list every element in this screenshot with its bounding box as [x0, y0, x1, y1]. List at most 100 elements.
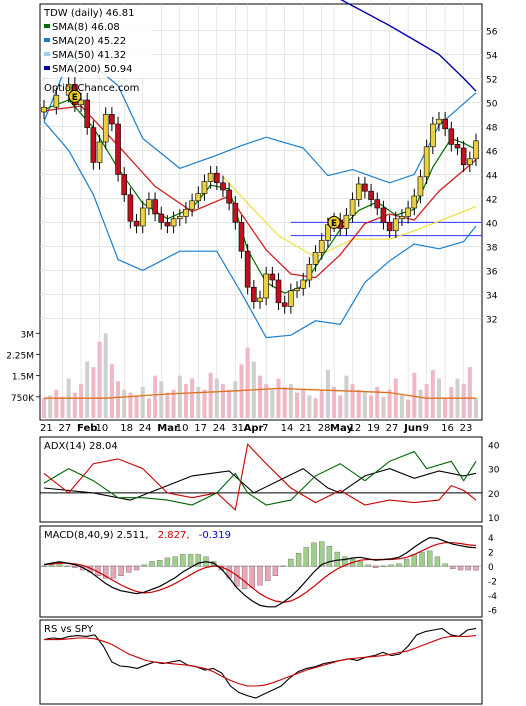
- candle-body: [133, 220, 140, 227]
- volume-tick-label: 3M: [21, 330, 35, 340]
- rs-lines: [43, 627, 477, 699]
- candle-body: [448, 128, 455, 145]
- price-tick-label: 32: [486, 315, 497, 325]
- macd-histogram-bar: [41, 565, 47, 567]
- macd-line: [43, 536, 477, 608]
- volume-tick-label: 750K: [11, 394, 35, 404]
- volume-average: [44, 387, 476, 399]
- candle-body: [269, 273, 276, 281]
- candle-body: [176, 216, 183, 220]
- candle-body: [349, 199, 356, 216]
- macd-tick-label: -4: [488, 592, 497, 602]
- macd-histogram-bar: [103, 565, 109, 579]
- volume-bar: [461, 384, 466, 418]
- macd-histogram-bar: [319, 541, 325, 567]
- volume-bar: [467, 367, 472, 418]
- candle-body: [281, 302, 288, 307]
- macd-histogram-bar: [365, 564, 371, 567]
- adx-series-line: [43, 443, 477, 511]
- volume-bar: [97, 341, 102, 418]
- date-tick-label: 19: [367, 423, 380, 434]
- date-tick-label: 16: [441, 423, 454, 434]
- macd-histogram-bar: [457, 565, 464, 571]
- macd-histogram-bar: [303, 547, 309, 567]
- legend-swatch: [44, 24, 50, 28]
- candle-body: [195, 193, 202, 202]
- adx-tick-label: 30: [488, 466, 500, 476]
- candle-body: [41, 106, 47, 113]
- candle-body: [201, 181, 208, 194]
- macd-histogram-bar: [326, 546, 333, 567]
- volume-bar: [443, 398, 448, 418]
- candle-body: [146, 199, 152, 209]
- volume-bar: [406, 399, 411, 418]
- candle-body: [411, 195, 418, 209]
- price-tick-label: 56: [486, 27, 498, 37]
- volume-bar: [288, 384, 293, 418]
- price-tick-label: 42: [486, 195, 497, 205]
- legend-swatch: [44, 38, 50, 42]
- volume-bar: [430, 370, 435, 418]
- volume-bar: [338, 395, 343, 418]
- date-tick-label: 12: [349, 423, 362, 434]
- macd-histogram-bar: [380, 565, 387, 567]
- earnings-marker: [327, 215, 341, 229]
- sma200-line: [340, 0, 477, 92]
- volume-bar: [134, 395, 139, 418]
- macd-tick-label: 4: [488, 534, 494, 544]
- candle-body: [102, 114, 109, 143]
- adx-y-axis: 10 20 30 40: [488, 441, 500, 524]
- price-tick-label: 50: [486, 99, 498, 109]
- macd-histogram-bar: [373, 565, 379, 568]
- candle-body: [325, 224, 331, 241]
- volume-bar: [220, 384, 225, 418]
- adx-panel: 10 20 30 40 ADX(14) 28.04: [39, 436, 500, 524]
- volume-bar: [356, 389, 361, 418]
- earnings-markers: EE: [68, 89, 341, 229]
- adx-tick-label: 40: [488, 441, 500, 451]
- adx-tick-label: 10: [488, 514, 500, 524]
- volume-bar: [264, 384, 269, 418]
- volume-tick-label: 1.5M: [12, 373, 34, 383]
- price-tick-label: 40: [486, 219, 498, 229]
- candle-body: [343, 214, 350, 229]
- volume-bar: [362, 392, 367, 418]
- macd-histogram-bar: [434, 556, 441, 567]
- macd-y-axis: -6 -4 -2 0 2 4: [488, 534, 497, 617]
- volume-bar: [350, 384, 355, 418]
- price-tick-label: 46: [486, 147, 498, 157]
- macd-histogram-bar: [110, 565, 117, 579]
- macd-histogram-bar: [157, 560, 163, 567]
- macd-tick-label: -6: [488, 607, 497, 617]
- candle-body: [96, 141, 103, 163]
- macd-histogram-bar: [311, 542, 317, 567]
- volume-bar: [449, 386, 454, 418]
- candle-body: [226, 189, 232, 204]
- macd-histogram-bar: [280, 565, 286, 567]
- date-tick-label: 23: [460, 423, 473, 434]
- volume-bar: [48, 395, 53, 418]
- volume-bar: [165, 392, 170, 418]
- volume-bar: [42, 398, 46, 418]
- volume-bar: [128, 392, 133, 418]
- legend-label: TDW (daily) 46.81: [43, 8, 134, 19]
- legend-label: SMA(8) 46.08: [52, 22, 120, 33]
- volume-bar: [72, 392, 77, 418]
- volume-bar: [412, 372, 417, 418]
- volume-bar: [109, 364, 114, 418]
- volume-bar: [307, 395, 312, 418]
- macd-histogram-bar: [419, 551, 425, 567]
- volume-bar: [276, 378, 281, 418]
- candle-body: [436, 118, 442, 125]
- macd-histogram-bar: [442, 563, 448, 567]
- candle-body: [152, 199, 158, 215]
- volume-bar: [60, 396, 65, 418]
- candle-body: [417, 176, 424, 197]
- volume-y-axis: 3M 2.25M 1.5M 750K: [6, 330, 40, 404]
- macd-histogram-bar: [149, 561, 155, 567]
- volume-bar: [344, 375, 349, 418]
- adx-panel-frame: [39, 436, 483, 523]
- volume-bar: [122, 389, 127, 418]
- volume-bar: [239, 364, 244, 418]
- candle-body: [368, 190, 374, 200]
